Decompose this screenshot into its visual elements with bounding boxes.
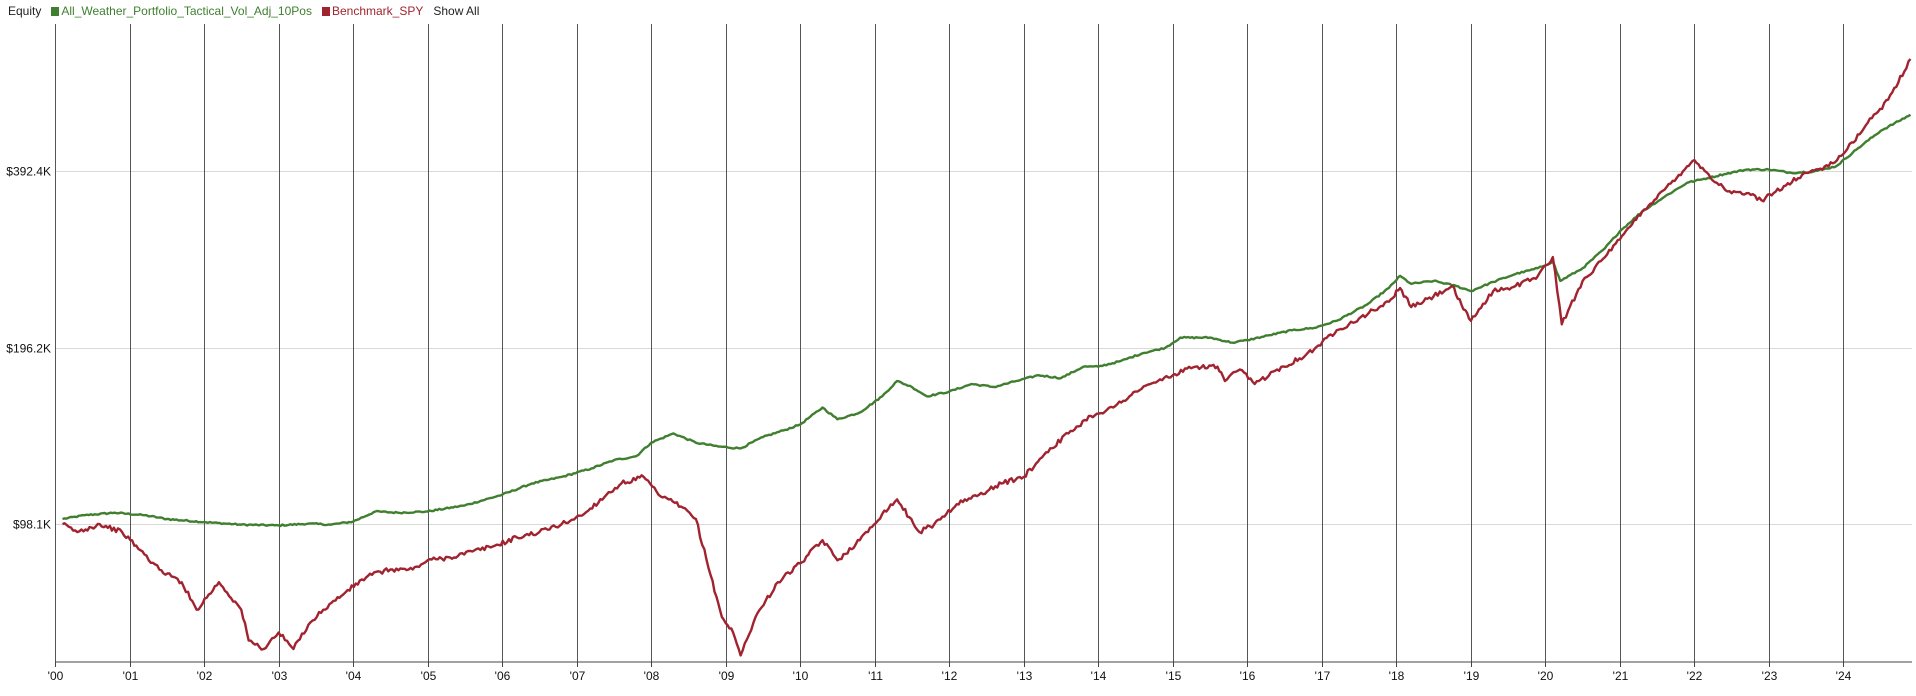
x-tick-label: '10 — [793, 669, 809, 683]
x-tick-label: '22 — [1687, 669, 1703, 683]
x-tick-label: '06 — [495, 669, 511, 683]
x-tick-label: '19 — [1464, 669, 1480, 683]
legend-item-strategy[interactable]: All_Weather_Portfolio_Tactical_Vol_Adj_1… — [51, 4, 312, 18]
x-tick-label: '14 — [1091, 669, 1107, 683]
x-tick-label: '04 — [346, 669, 362, 683]
legend-item-benchmark[interactable]: Benchmark_SPY — [321, 4, 424, 18]
x-tick-label: '20 — [1538, 669, 1554, 683]
show-all-button[interactable]: Show All — [433, 4, 480, 18]
x-tick-label: '01 — [123, 669, 139, 683]
x-tick-label: '24 — [1836, 669, 1852, 683]
x-tick-label: '08 — [644, 669, 660, 683]
legend-label-strategy: All_Weather_Portfolio_Tactical_Vol_Adj_1… — [61, 4, 312, 18]
series-line-benchmark — [62, 58, 1912, 657]
legend-title: Equity — [8, 4, 42, 18]
series-layer — [62, 58, 1912, 657]
axis-layer: $98.1K $196.2K $392.4K '00 '01 '02 '03 '04 '05 '0… — [6, 165, 1912, 683]
x-tick-label: '05 — [421, 669, 437, 683]
x-tick-label: '03 — [272, 669, 288, 683]
legend-label-benchmark: Benchmark_SPY — [331, 4, 424, 18]
x-tick-label: '15 — [1166, 669, 1182, 683]
x-tick-label: '13 — [1017, 669, 1033, 683]
y-tick-label: $392.4K — [6, 165, 51, 179]
x-tick-label: '11 — [868, 669, 883, 683]
x-tick-label: '09 — [719, 669, 735, 683]
x-tick-label: '02 — [197, 669, 213, 683]
x-tick-label: '07 — [570, 669, 586, 683]
legend-swatch-benchmark — [321, 6, 330, 16]
legend-swatch-strategy — [51, 6, 60, 16]
series-line-strategy — [62, 113, 1912, 528]
grid-layer — [55, 24, 1912, 662]
x-tick-label: '00 — [48, 669, 64, 683]
y-tick-label: $98.1K — [13, 518, 51, 532]
x-tick-label: '23 — [1762, 669, 1778, 683]
x-tick-label: '12 — [942, 669, 958, 683]
x-tick-label: '21 — [1613, 669, 1629, 683]
y-tick-label: $196.2K — [6, 342, 51, 356]
x-tick-label: '16 — [1240, 669, 1256, 683]
x-tick-label: '17 — [1315, 669, 1331, 683]
chart-legend: Equity All_Weather_Portfolio_Tactical_Vo… — [8, 2, 479, 20]
x-tick-label: '18 — [1389, 669, 1405, 683]
